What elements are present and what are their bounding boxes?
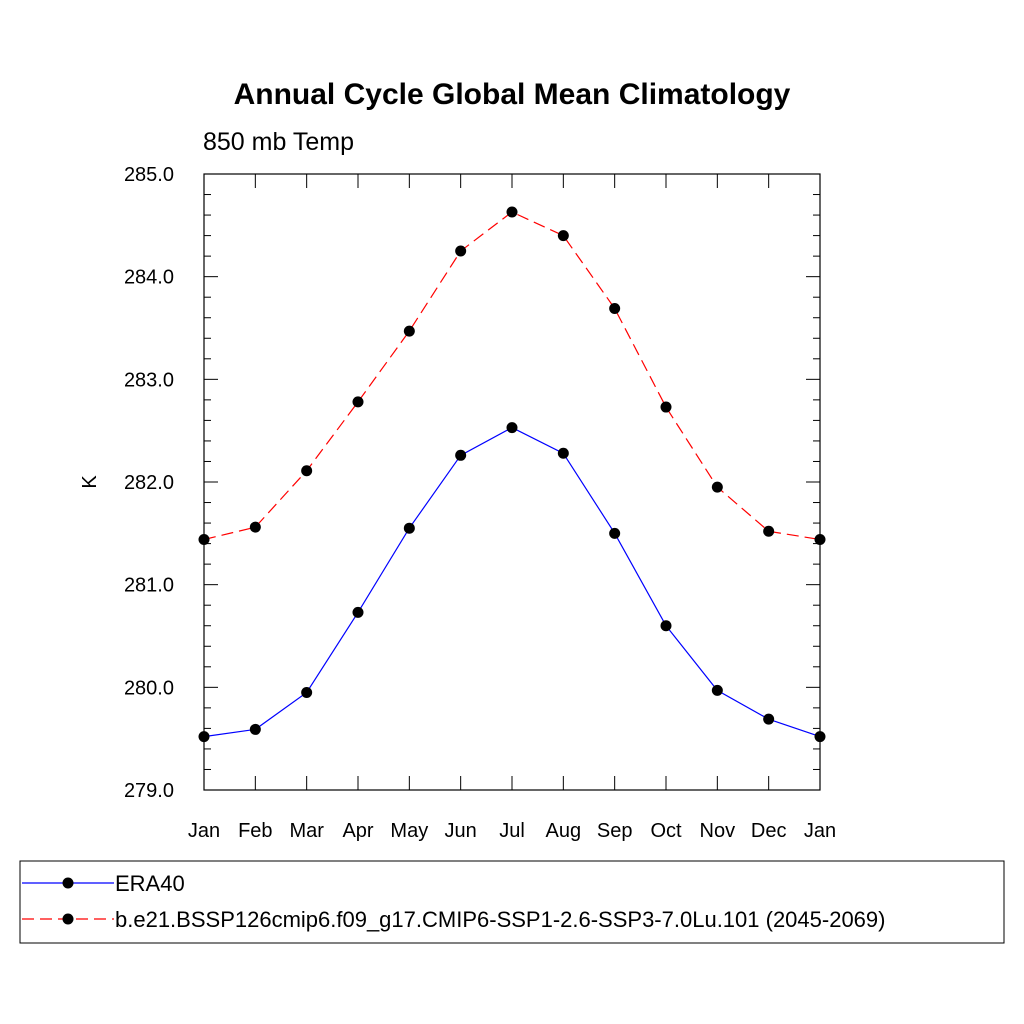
y-tick-label: 279.0 xyxy=(124,780,174,802)
y-tick-label: 284.0 xyxy=(124,267,174,289)
series-1-point xyxy=(198,533,210,545)
series-0-point xyxy=(814,731,826,743)
chart-subtitle: 850 mb Temp xyxy=(203,128,354,156)
x-tick-label: Oct xyxy=(650,820,682,842)
chart-title: Annual Cycle Global Mean Climatology xyxy=(234,78,791,111)
x-tick-label: Jan xyxy=(188,820,220,842)
series-1-point xyxy=(403,325,415,337)
x-tick-label: Jul xyxy=(499,820,525,842)
y-tick-label: 283.0 xyxy=(124,369,174,391)
y-tick-label: 285.0 xyxy=(124,164,174,186)
legend-marker-0 xyxy=(62,877,74,889)
series-line-1 xyxy=(203,211,821,541)
x-tick-label: Jun xyxy=(445,820,477,842)
series-0-point xyxy=(301,686,313,698)
series-1-point xyxy=(609,302,621,314)
series-1-point xyxy=(506,206,518,218)
series-layer xyxy=(198,206,826,743)
legend-label-1: b.e21.BSSP126cmip6.f09_g17.CMIP6-SSP1-2.… xyxy=(115,907,885,932)
series-1-point xyxy=(711,481,723,493)
axis-ticks xyxy=(203,173,821,791)
series-0-point xyxy=(352,606,364,618)
series-0-point xyxy=(711,684,723,696)
x-tick-label: Aug xyxy=(546,820,582,842)
series-1-point xyxy=(455,245,467,257)
legend-marker-1 xyxy=(62,913,74,925)
x-tick-label: Feb xyxy=(238,820,272,842)
series-0-point xyxy=(249,723,261,735)
legend: ERA40 b.e21.BSSP126cmip6.f09_g17.CMIP6-SS… xyxy=(22,871,885,932)
x-tick-labels: Jan Feb Mar Apr May Jun Jul Aug Sep Oct Nov Dec Jan xyxy=(188,820,836,842)
series-0-point xyxy=(455,449,467,461)
y-tick-label: 282.0 xyxy=(124,472,174,494)
series-1-point xyxy=(249,521,261,533)
x-tick-label: Nov xyxy=(700,820,736,842)
y-tick-label: 281.0 xyxy=(124,575,174,597)
x-tick-label: Sep xyxy=(597,820,633,842)
series-1-point xyxy=(660,401,672,413)
series-0-point xyxy=(609,527,621,539)
x-tick-label: Apr xyxy=(342,820,373,842)
series-0-point xyxy=(557,447,569,459)
series-1-point xyxy=(814,533,826,545)
x-tick-label: May xyxy=(390,820,428,842)
series-1-point xyxy=(763,525,775,537)
x-tick-label: Mar xyxy=(289,820,324,842)
series-line-0 xyxy=(203,426,821,738)
x-tick-label: Dec xyxy=(751,820,787,842)
series-1-point xyxy=(557,230,569,242)
series-0-point xyxy=(763,713,775,725)
y-tick-labels: 279.0 280.0 281.0 282.0 283.0 284.0 285.0 xyxy=(124,164,174,802)
y-axis-label: K xyxy=(79,475,101,489)
x-tick-label: Jan xyxy=(804,820,836,842)
series-0-point xyxy=(506,422,518,434)
legend-box xyxy=(19,860,1005,944)
y-tick-label: 280.0 xyxy=(124,677,174,699)
series-0-point xyxy=(660,620,672,632)
legend-label-0: ERA40 xyxy=(115,871,185,896)
series-1-point xyxy=(352,396,364,408)
series-0-point xyxy=(198,731,210,743)
series-1-point xyxy=(301,465,313,477)
series-0-point xyxy=(403,522,415,534)
